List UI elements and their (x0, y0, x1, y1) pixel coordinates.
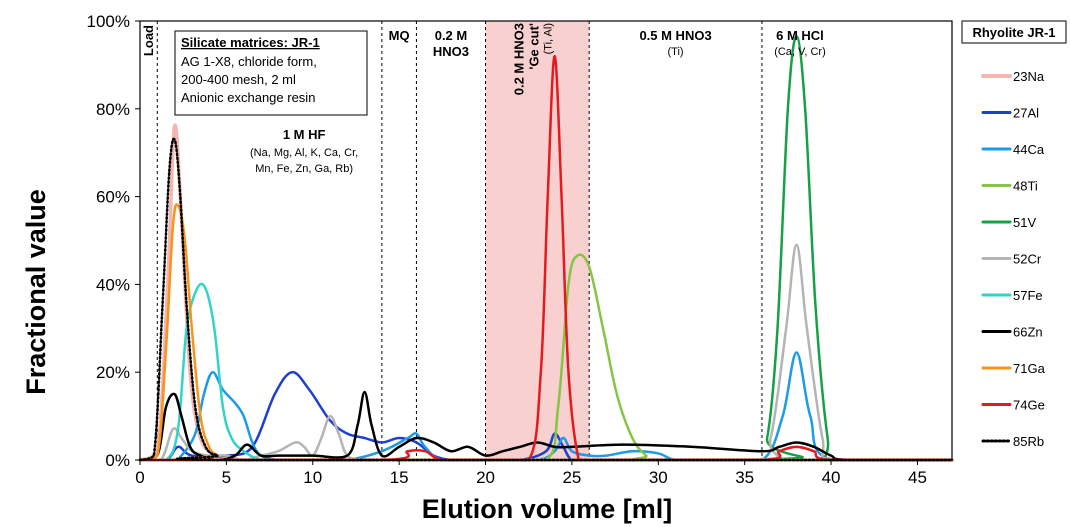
y-tick-label: 20% (96, 363, 130, 382)
x-tick-label: 10 (303, 468, 322, 487)
stage-label: 6 M HCl (776, 28, 824, 43)
y-tick-label: 80% (96, 100, 130, 119)
stage-sublabel: Mn, Fe, Zn, Ga, Rb) (255, 163, 353, 175)
legend-label: 74Ge (1013, 398, 1045, 413)
legend-label: 66Zn (1013, 325, 1043, 340)
stage-label: 0.2 M HNO3 (512, 23, 527, 95)
stage-sublabel: (Na, Mg, Al, K, Ca, Cr, (250, 147, 358, 159)
matrix-box-title: Silicate matrices: JR-1 (181, 35, 320, 50)
x-tick-label: 0 (135, 468, 144, 487)
legend-title-box (961, 20, 1067, 44)
legend-label: 52Cr (1013, 252, 1042, 267)
x-tick-label: 25 (562, 468, 581, 487)
matrix-box-line: AG 1-X8, chloride form, (181, 54, 317, 69)
plot-frame (139, 20, 953, 461)
legend-label: 51V (1013, 215, 1036, 230)
x-axis-title: Elution volume [ml] (422, 494, 673, 524)
matrix-box-line: 200-400 mesh, 2 ml (181, 72, 296, 87)
y-axis-title: Fractional value (21, 189, 51, 395)
matrix-info-box (174, 30, 368, 116)
legend-label: 71Ga (1013, 361, 1046, 376)
stage-label: Load (141, 25, 156, 56)
legend-title: Rhyolite JR-1 (972, 25, 1055, 40)
series-line-74Ge (138, 54, 954, 462)
legend-label: 27Al (1013, 106, 1039, 121)
x-tick-label: 20 (476, 468, 495, 487)
stage-sublabel: (Ti, Al) (543, 23, 555, 54)
stage-label-line2: 'Ge cut' (527, 23, 542, 70)
x-tick-label: 40 (822, 468, 841, 487)
stage-label: 0.2 M (435, 28, 468, 43)
series-line-52Cr (138, 243, 954, 462)
y-tick-label: 100% (87, 12, 130, 31)
x-tick-label: 35 (735, 468, 754, 487)
legend-label: 48Ti (1013, 179, 1038, 194)
chart-text: Fractional value Elution volume [ml] (21, 189, 672, 524)
y-tick-label: 60% (96, 188, 130, 207)
x-tick-label: 30 (649, 468, 668, 487)
legend: Rhyolite JR-1 23Na 27Al 44Ca 48Ti 51V 52Cr 57Fe… (961, 20, 1067, 449)
stage-label: MQ (389, 28, 410, 43)
x-tick-label: 45 (908, 468, 927, 487)
plot-area: 0 5 10 15 20 25 30 35 40 45 0% 20% 40% 60% 80% 100% Sili… (87, 12, 954, 487)
legend-label: 85Rb (1013, 434, 1044, 449)
stage-label: 1 M HF (283, 127, 326, 142)
x-tick-label: 5 (222, 468, 231, 487)
stage-sublabel: (Ti) (668, 46, 684, 58)
legend-label: 44Ca (1013, 142, 1045, 157)
y-tick-label: 0% (105, 451, 130, 470)
legend-label: 57Fe (1013, 288, 1043, 303)
x-tick-label: 15 (390, 468, 409, 487)
series-line-27Al (138, 370, 954, 462)
stage-label-line2: HNO3 (433, 44, 469, 59)
legend-label: 23Na (1013, 69, 1045, 84)
highlight-region (485, 21, 590, 460)
y-tick-label: 40% (96, 275, 130, 294)
matrix-box-line: Anionic exchange resin (181, 90, 315, 105)
stage-sublabel: (Ca, V, Cr) (774, 46, 826, 58)
stage-label: 0.5 M HNO3 (639, 28, 711, 43)
